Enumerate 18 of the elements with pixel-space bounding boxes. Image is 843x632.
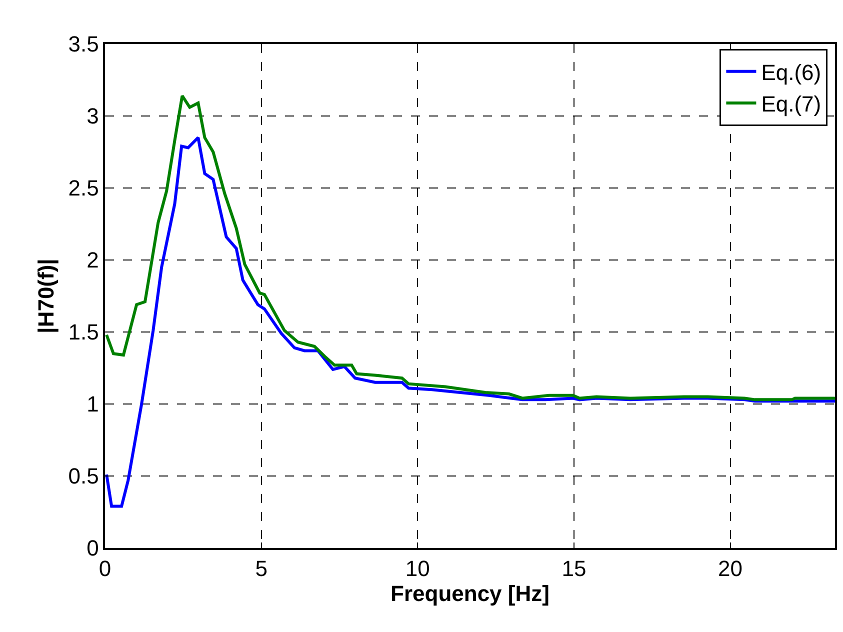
x-axis-title: Frequency [Hz] (390, 581, 550, 606)
y-tick-label: 2.5 (68, 176, 99, 201)
x-tick-label: 10 (405, 556, 430, 582)
line-series (105, 136, 835, 508)
x-tick-label: 5 (255, 556, 268, 582)
y-axis-title: |H70(f)| (34, 258, 59, 334)
y-tick-label: 0.5 (68, 464, 99, 489)
y-tick-label: 1.5 (68, 320, 99, 345)
x-tick-label: 15 (562, 556, 586, 582)
y-tick-label: 1 (86, 392, 99, 417)
line-series (105, 94, 835, 402)
y-tick-label: 3.5 (68, 32, 99, 57)
legend-label: Eq.(7) (761, 92, 822, 117)
y-tick-label: 0 (86, 536, 99, 561)
legend-label: Eq.(6) (761, 60, 822, 85)
x-tick-label: 20 (718, 556, 743, 582)
y-tick-label: 3 (86, 104, 99, 129)
y-tick-label: 2 (86, 248, 99, 273)
